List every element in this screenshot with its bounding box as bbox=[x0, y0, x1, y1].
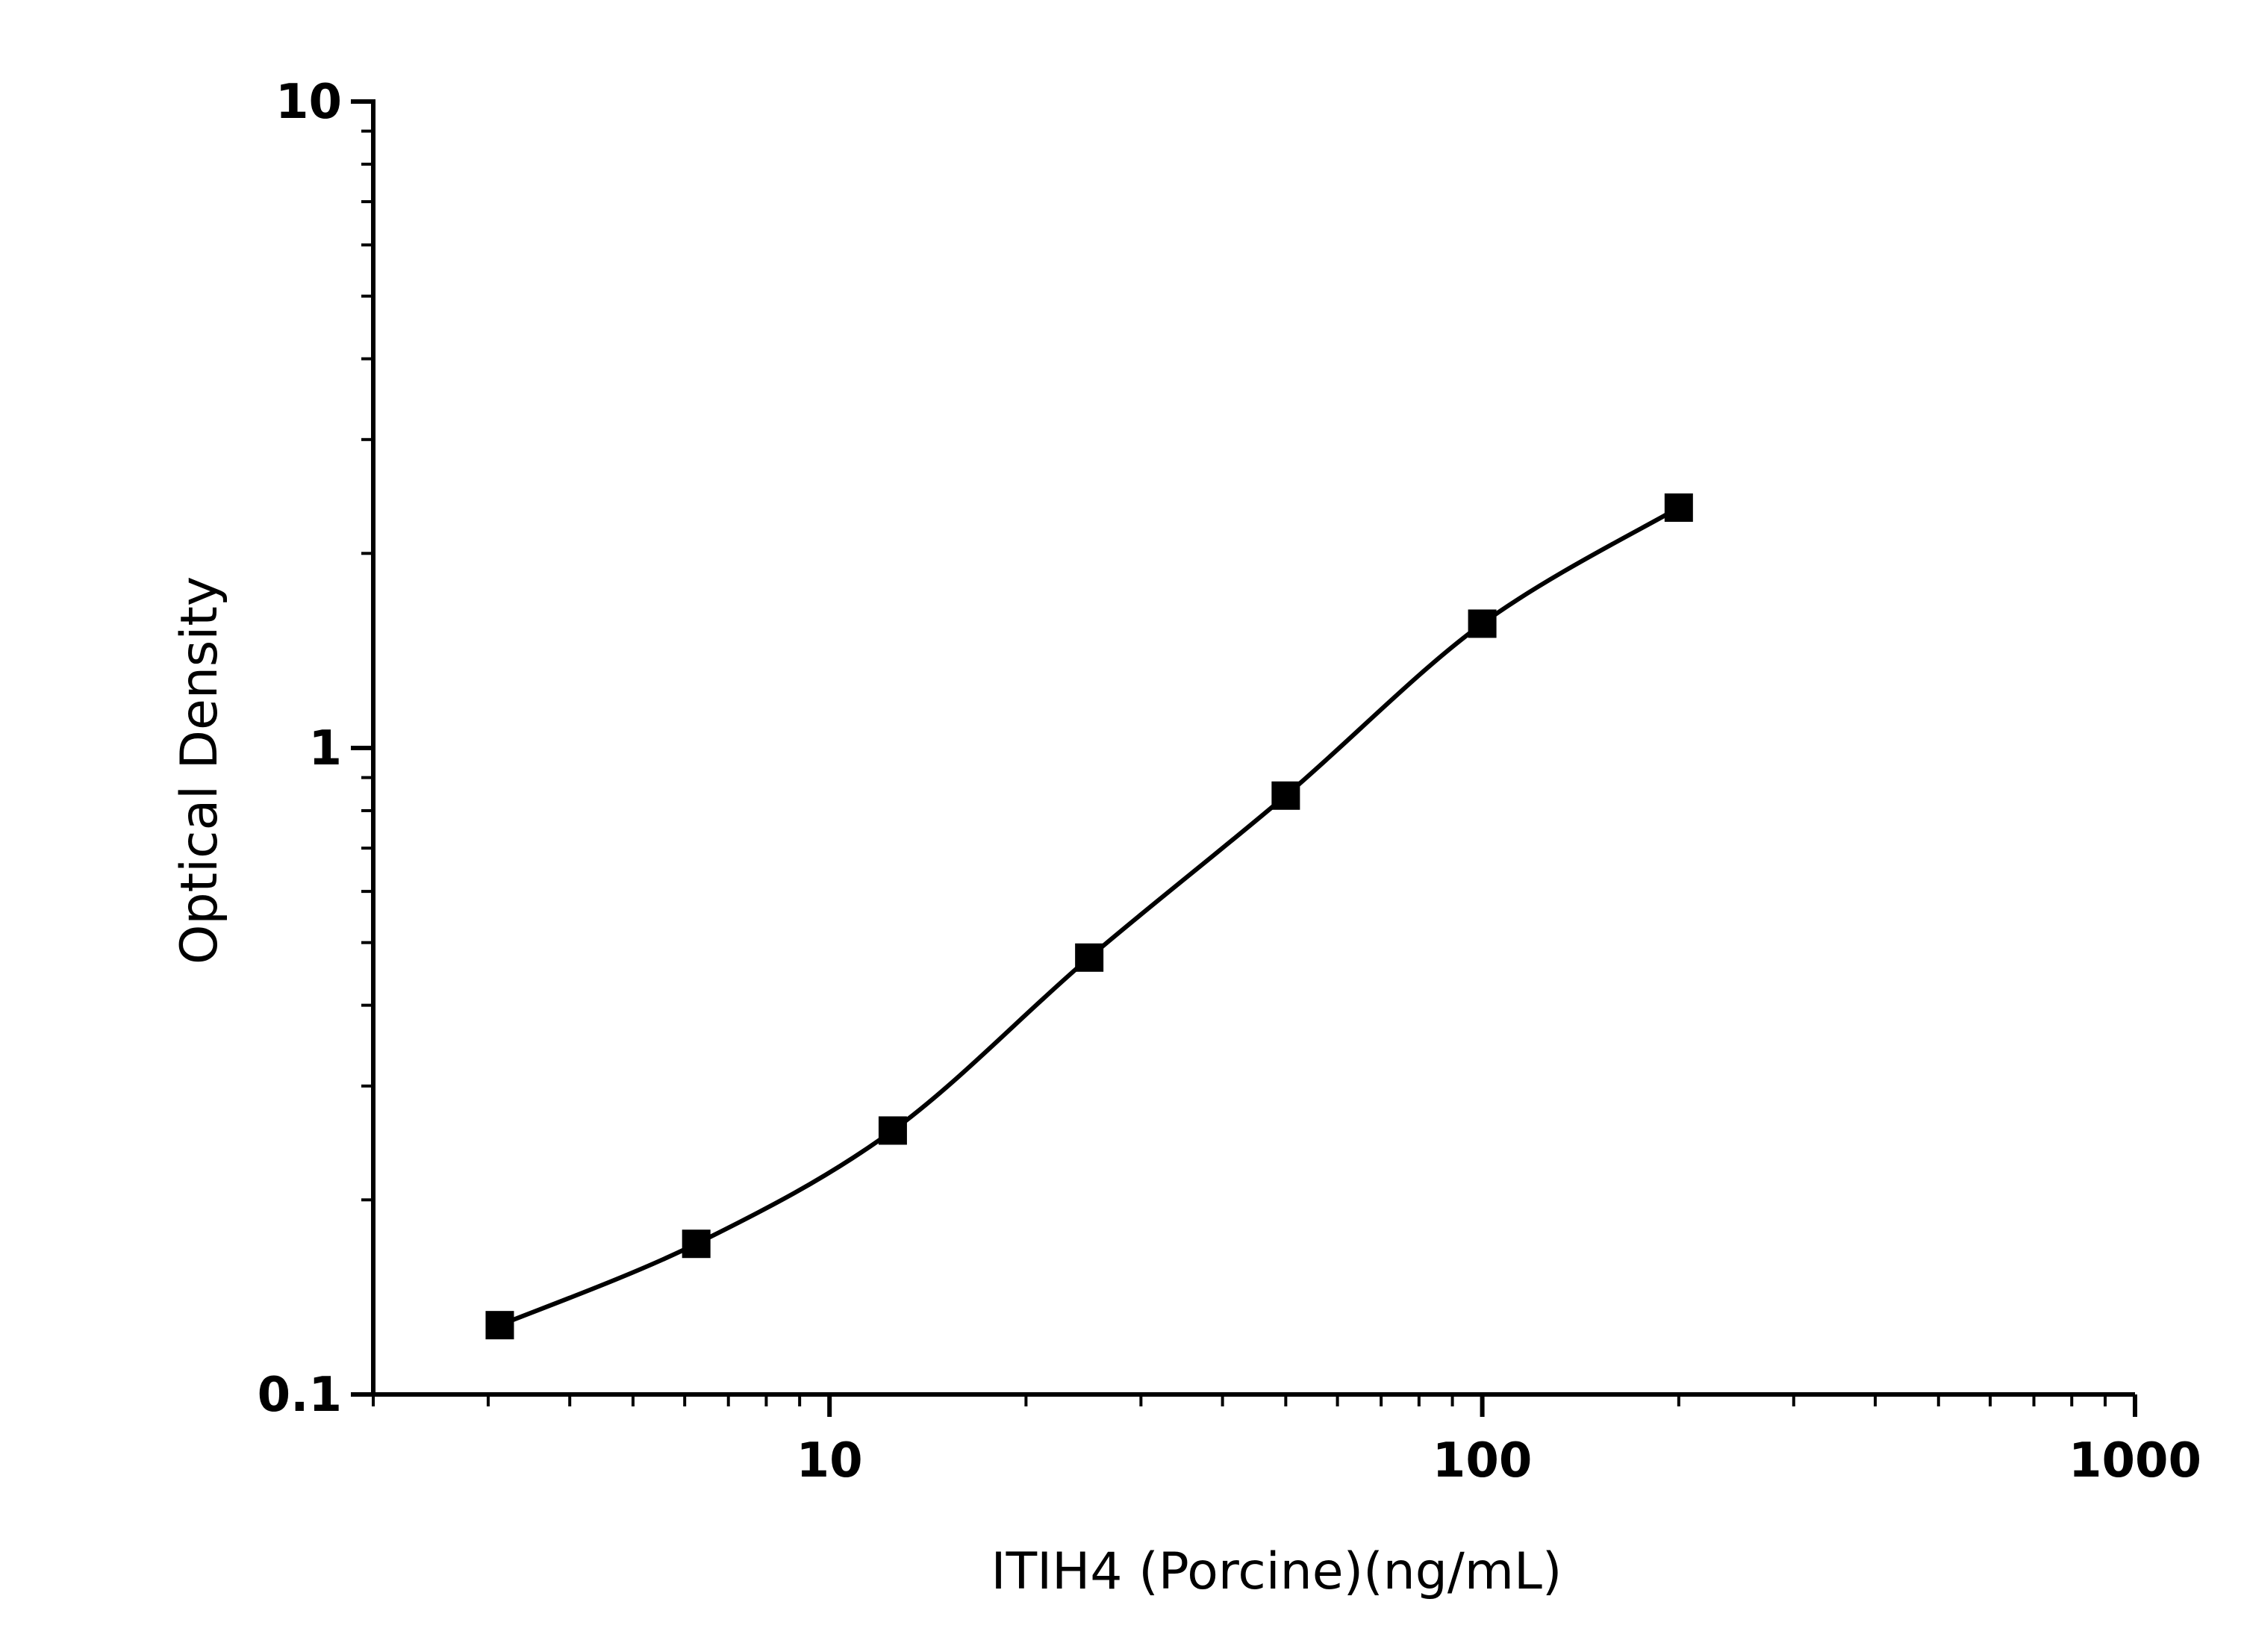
x-tick-labels: 10 100 1000 bbox=[797, 1433, 2201, 1489]
y-tick-label: 10 bbox=[275, 75, 342, 130]
x-tick-label: 1000 bbox=[2069, 1433, 2201, 1489]
y-tick-label: 0.1 bbox=[258, 1368, 342, 1423]
data-point-marker bbox=[1075, 943, 1104, 972]
x-tick-label: 100 bbox=[1433, 1433, 1533, 1489]
data-point-marker bbox=[1468, 609, 1497, 638]
data-point-marker bbox=[1271, 781, 1300, 810]
data-point-marker bbox=[682, 1229, 711, 1259]
data-point-marker bbox=[878, 1116, 907, 1145]
plot-area bbox=[485, 493, 1693, 1340]
data-point-marker bbox=[1664, 493, 1693, 523]
x-axis-ticks bbox=[372, 1394, 2137, 1417]
x-tick-label: 10 bbox=[797, 1433, 863, 1489]
data-point-marker bbox=[485, 1311, 514, 1340]
y-tick-labels: 0.1 1 10 bbox=[258, 75, 342, 1423]
y-tick-label: 1 bbox=[308, 721, 342, 776]
y-axis-title: Optical Density bbox=[170, 576, 229, 964]
fit-curve bbox=[499, 505, 1680, 1327]
y-axis-ticks bbox=[351, 99, 373, 1397]
x-axis-title: ITIH4 (Porcine)(ng/mL) bbox=[991, 1542, 1562, 1601]
axes bbox=[351, 99, 2137, 1417]
